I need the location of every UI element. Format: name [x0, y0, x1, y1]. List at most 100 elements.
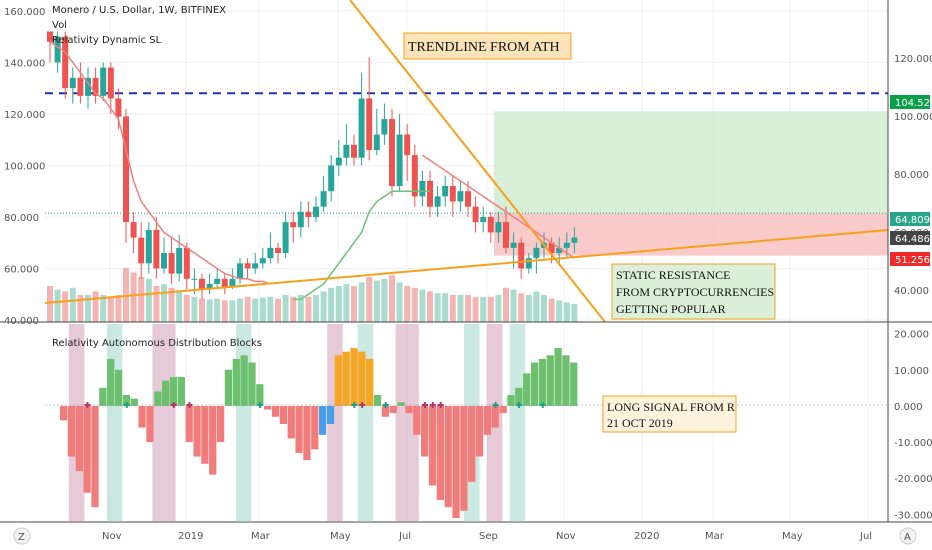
volume-bar — [290, 296, 297, 322]
candle-body — [495, 222, 502, 233]
distribution-block — [491, 405, 499, 428]
distribution-block — [99, 387, 107, 406]
volume-bar — [328, 287, 335, 322]
volume-bar — [548, 298, 555, 322]
volume-indicator-label[interactable]: Vol — [52, 20, 67, 31]
distribution-block — [421, 405, 429, 457]
volume-bar — [381, 278, 388, 322]
candle-body — [533, 247, 540, 259]
candle-body — [389, 119, 395, 187]
volume-bar — [366, 277, 373, 322]
candle-body — [62, 36, 69, 89]
volume-bar — [54, 289, 61, 322]
oscillator-title[interactable]: Relativity Autonomous Distribution Block… — [52, 338, 262, 349]
distribution-block — [122, 395, 131, 406]
distribution-block — [444, 405, 452, 508]
candle-body — [47, 31, 53, 42]
volume-bar — [487, 296, 494, 322]
distribution-block — [428, 405, 437, 486]
volume-bar — [472, 296, 479, 322]
volume-bar — [556, 300, 563, 322]
left-tick-label: 140.000 — [4, 58, 45, 69]
volume-bar — [510, 289, 517, 322]
signal-markers — [84, 402, 546, 408]
distribution-block — [177, 377, 185, 406]
distribution-block — [366, 358, 374, 406]
volume-bar — [495, 295, 502, 322]
volume-bars — [47, 268, 578, 322]
distribution-block — [358, 351, 366, 406]
distribution-block — [138, 405, 146, 428]
volume-bar — [480, 296, 487, 322]
distribution-blocks — [60, 348, 578, 518]
candle-body — [358, 98, 365, 158]
descending-trendline[interactable] — [349, 0, 606, 323]
auto-scale-icon: A — [904, 532, 911, 543]
time-tick-label: Nov — [102, 531, 122, 542]
oscillator-tick-label: -20.000 — [894, 474, 932, 485]
static-resistance-annotation[interactable]: STATIC RESISTANCE FROM CRYPTOCURRENCIES … — [611, 263, 776, 320]
sl-indicator-label[interactable]: Relativity Dynamic SL — [52, 35, 162, 46]
candle-body — [487, 216, 494, 233]
dynamic-sl-line — [49, 41, 575, 301]
auto-scale-button[interactable]: A — [899, 527, 917, 545]
oscillator-axis: 20.000 10.000 0.000 -10.000 -20.000 -30.000 — [894, 330, 932, 522]
volume-bar — [138, 277, 145, 322]
left-tick-label: 120.000 — [4, 110, 45, 121]
candle-body — [199, 278, 205, 290]
candle-body — [115, 98, 122, 117]
distribution-block — [468, 405, 476, 482]
volume-bar — [153, 286, 160, 322]
trendline-annotation[interactable]: TRENDLINE FROM ATH — [403, 32, 572, 60]
candle-body — [69, 77, 76, 89]
distribution-block — [216, 405, 225, 443]
ascending-trendline[interactable] — [44, 229, 889, 304]
signal-marker-cross — [257, 402, 264, 408]
volume-bar — [229, 300, 236, 322]
oscillator-tick-label: 0.000 — [894, 402, 923, 413]
candle-body — [404, 134, 411, 156]
volume-bar — [297, 295, 304, 322]
distribution-block — [209, 405, 217, 475]
candle-body — [343, 144, 350, 158]
candle-body — [290, 222, 297, 228]
zoom-button[interactable]: Z — [13, 527, 31, 545]
candle-body — [214, 278, 221, 284]
candle-body — [313, 206, 319, 217]
signal-marker-cross — [516, 402, 523, 408]
long-signal-annotation[interactable]: LONG SIGNAL FROM R 21 OCT 2019 — [602, 395, 737, 433]
candle-body — [480, 216, 487, 223]
time-tick-label: Sep — [479, 531, 498, 542]
current-price-badge: 64.809 — [890, 212, 930, 226]
volume-bar — [221, 300, 228, 322]
signal-band — [106, 324, 123, 522]
candle-body — [457, 191, 464, 202]
candle-body — [282, 222, 289, 254]
distribution-block — [405, 405, 413, 414]
right-tick-label: 40.000 — [894, 286, 929, 297]
distribution-block — [60, 405, 68, 421]
candle-body — [221, 278, 228, 287]
right-tick-label: 80.000 — [894, 170, 929, 181]
candle-body — [373, 134, 380, 150]
time-tick-label: May — [782, 531, 803, 542]
distribution-block — [232, 358, 240, 406]
candle-body — [275, 247, 281, 254]
distribution-block — [193, 405, 201, 457]
current-price-text: 64.809 — [895, 215, 930, 226]
signal-marker-cross — [437, 402, 444, 408]
right-tick-label: 120.000 — [894, 54, 932, 65]
volume-bar — [176, 290, 183, 322]
distribution-block — [546, 355, 554, 406]
volume-bar — [449, 295, 456, 322]
time-tick-label: May — [330, 531, 351, 542]
oscillator-tick-label: 10.000 — [894, 366, 929, 377]
time-tick-label: Mar — [705, 531, 725, 542]
symbol-title[interactable]: Monero / U.S. Dollar, 1W, BITFINEX — [52, 5, 226, 16]
distribution-block — [303, 405, 311, 461]
candle-body — [138, 237, 145, 264]
time-tick-label: Nov — [556, 531, 576, 542]
distribution-block — [311, 405, 319, 450]
candle-body — [563, 242, 570, 248]
right-tick-label: 100.000 — [894, 112, 932, 123]
